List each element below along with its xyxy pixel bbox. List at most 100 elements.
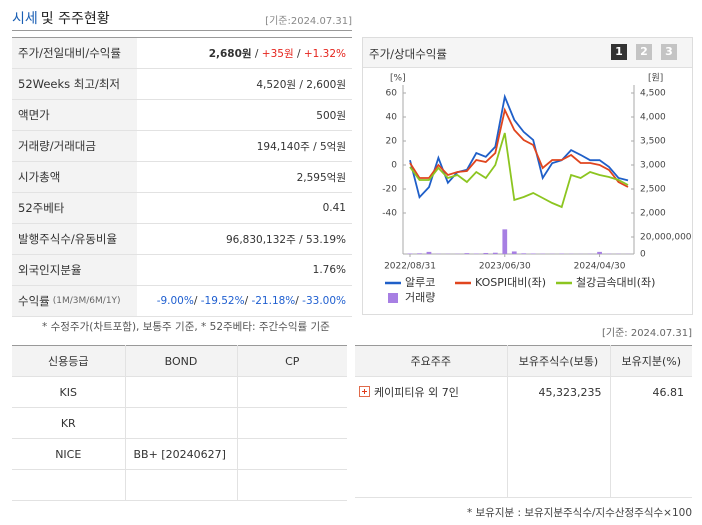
cell-text: 케이피티유 외 7인 — [374, 386, 459, 399]
row-label: 발행주식수/유동비율 — [12, 224, 137, 254]
value-part: -19.52% — [200, 295, 245, 307]
value-part: / — [295, 295, 303, 307]
value-part: / — [251, 47, 262, 60]
header-row: 신용등급 BOND CP — [12, 345, 347, 377]
chart-tab-button[interactable]: 2 — [636, 44, 652, 60]
table-cell — [125, 469, 238, 501]
header-row: 주요주주 보유주식수(보통) 보유지분(%) — [355, 345, 692, 377]
table-row — [355, 437, 692, 467]
table-row: 케이피티유 외 7인 45,323,235 46.81 — [355, 376, 692, 408]
credit-table: 신용등급 BOND CP KIS KR NICE BB+ [20240627] — [12, 345, 347, 501]
table-cell — [125, 407, 238, 439]
table-row — [355, 467, 692, 498]
row-value: 500원 — [137, 108, 352, 123]
table-cell — [237, 407, 347, 439]
row-label: 외국인지분율 — [12, 255, 137, 285]
table-cell — [237, 469, 347, 501]
row-label: 액면가 — [12, 100, 137, 130]
table-cell: NICE — [12, 438, 126, 470]
label-text: 52주베타 — [18, 201, 65, 215]
row-label: 시가총액 — [12, 162, 137, 192]
label-text: 주가/전일대비/수익률 — [18, 46, 121, 60]
basis-date: [기준: 2024.07.31] — [601, 328, 692, 339]
table-row: NICE BB+ [20240627] — [12, 438, 347, 470]
footer-note: * 보유지분 : 보유지분주식수/지수산정주식수×100 — [466, 507, 692, 519]
row-value: 4,520원 / 2,600원 — [137, 77, 352, 92]
value-text: 4,520원 / 2,600원 — [256, 78, 346, 91]
section-title: 시세 — [12, 11, 38, 27]
value-part: -9.00% — [156, 295, 194, 307]
table-cell — [610, 467, 692, 498]
value-part: / — [244, 295, 252, 307]
row-label: 수익률 (1M/3M/6M/1Y) — [12, 286, 137, 316]
header-cell: BOND — [125, 345, 238, 377]
table-cell: KR — [12, 407, 126, 439]
header-cell: 보유주식수(보통) — [507, 345, 611, 377]
table-cell — [610, 437, 692, 467]
table-cell — [507, 467, 611, 498]
row-value: -9.00%/ -19.52%/ -21.18%/ -33.00% — [137, 295, 352, 307]
summary-row: 주가/전일대비/수익률 2,680원 / +35원 / +1.32% — [12, 38, 352, 69]
label-text: 수익률 — [18, 294, 50, 308]
row-value: 2,680원 / +35원 / +1.32% — [137, 46, 352, 61]
cell-text: KR — [60, 416, 76, 430]
chart-panel-title: 주가/상대수익률 — [369, 47, 447, 61]
table-cell: 46.81 — [610, 377, 692, 408]
header-cell: 주요주주 — [355, 345, 508, 377]
value-part: 2,680원 — [208, 47, 252, 60]
value-part: / — [293, 47, 304, 60]
value-part: +1.32% — [303, 47, 346, 60]
label-sub: (1M/3M/6M/1Y) — [52, 296, 121, 306]
row-label: 52Weeks 최고/최저 — [12, 69, 137, 99]
expand-icon[interactable] — [359, 386, 370, 397]
table-row: KIS — [12, 376, 347, 408]
chart-tab-button[interactable]: 3 — [661, 44, 677, 60]
row-label: 52주베타 — [12, 193, 137, 223]
label-text: 발행주식수/유동비율 — [18, 232, 118, 246]
summary-row: 발행주식수/유동비율 96,830,132주 / 53.19% — [12, 224, 352, 255]
value-part: +35원 — [261, 47, 294, 60]
summary-row: 시가총액 2,595억원 — [12, 162, 352, 193]
table-cell — [507, 407, 611, 437]
value-text: 500원 — [316, 109, 346, 122]
table-cell — [610, 407, 692, 437]
table-cell — [237, 376, 347, 408]
summary-row: 52Weeks 최고/최저 4,520원 / 2,600원 — [12, 69, 352, 100]
table-row — [355, 407, 692, 437]
cell-text: 46.81 — [652, 385, 685, 399]
value-part: -33.00% — [302, 295, 346, 307]
summary-row: 수익률 (1M/3M/6M/1Y) -9.00%/ -19.52%/ -21.18%… — [12, 286, 352, 317]
row-value: 1.76% — [137, 264, 352, 276]
summary-row: 거래량/거래대금 194,140주 / 5억원 — [12, 131, 352, 162]
table-row: KR — [12, 407, 347, 439]
row-label: 주가/전일대비/수익률 — [12, 38, 137, 68]
value-text: 96,830,132주 / 53.19% — [225, 233, 346, 246]
cell-text: KIS — [59, 385, 77, 399]
summary-row: 외국인지분율 1.76% — [12, 255, 352, 286]
table-cell: 케이피티유 외 7인 — [355, 376, 508, 407]
table-cell — [355, 437, 508, 467]
value-part: -21.18% — [251, 295, 296, 307]
value-text: 2,595억원 — [296, 171, 346, 184]
table-cell: 45,323,235 — [507, 376, 611, 407]
row-value: 2,595억원 — [137, 170, 352, 185]
row-label: 거래량/거래대금 — [12, 131, 137, 161]
header-cell: 신용등급 — [12, 345, 126, 377]
table-cell: BB+ [20240627] — [125, 438, 238, 470]
header-cell: 보유지분(%) — [610, 345, 692, 377]
summary-row: 52주베타 0.41 — [12, 193, 352, 224]
note: * 수정주가(차트포함), 보통주 기준, * 52주베타: 주간수익률 기준 — [42, 321, 330, 333]
table-cell: KIS — [12, 376, 126, 408]
summary-table: 주가/전일대비/수익률 2,680원 / +35원 / +1.32% 52Weeks… — [12, 37, 352, 317]
chart-tab-button[interactable]: 1 — [611, 44, 627, 60]
table-cell — [125, 376, 238, 408]
cell-text: BB+ [20240627] — [133, 447, 226, 461]
summary-row: 액면가 500원 — [12, 100, 352, 131]
value-text: 194,140주 / 5억원 — [256, 140, 346, 153]
value-text: 1.76% — [312, 264, 346, 276]
section-title-rest: 및 주주현황 — [40, 11, 110, 27]
